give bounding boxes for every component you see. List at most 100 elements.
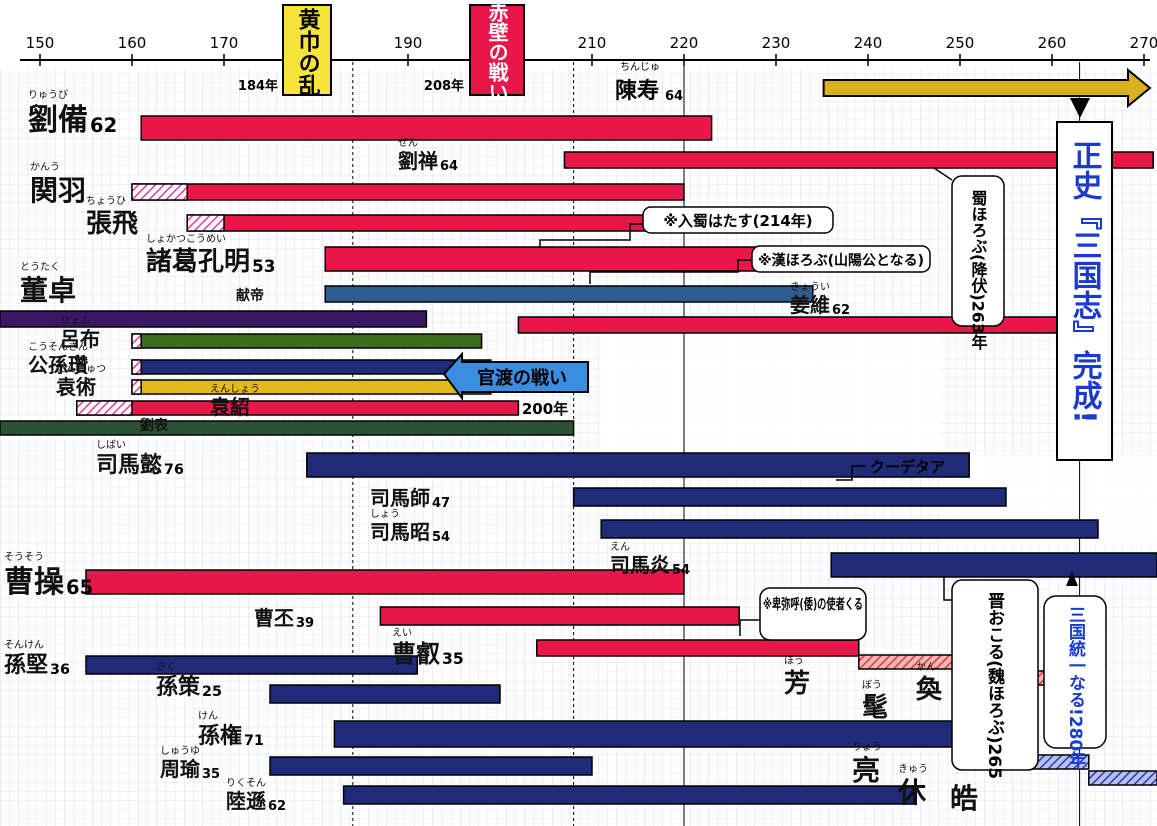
label-caorui: 曹叡 [392,640,440,668]
age-caopi: 39 [296,616,314,631]
age-simayan: 54 [672,563,690,578]
ruby-sunce: さく [156,661,176,673]
label-dongzhuo: 董卓 [20,274,76,307]
age-caorui: 35 [442,650,464,668]
axis-tick-label: 170 [210,34,239,52]
age-zhouyu: 35 [202,767,220,782]
event-yellow-turban: 黄巾の乱 [282,4,332,96]
svg-text:蜀ほろぶ(降伏)263年: 蜀ほろぶ(降伏)263年 [969,190,989,351]
ruby-yuanshu: えんじゅつ [56,363,106,375]
label-caocao: 曹操 [4,565,65,600]
bar-lubu [131,333,483,349]
bar-simazhao [600,519,1099,539]
ruby-caofang: ほう [784,655,804,667]
label-simashi: 司馬師 [370,486,430,510]
label-yuanshao: 袁紹 [209,395,250,419]
event-name-yellow-turban: 黄巾の乱 [295,8,321,96]
bar-simayan [830,552,1157,578]
annotation-shu-in: ※入蜀はたす(214年) [539,206,834,248]
bar-hatch-yuanshao [76,400,133,416]
age-sunce: 25 [202,684,222,700]
bar-sunjian [85,655,418,675]
label-caohuan: 奐 [915,675,943,705]
label-luxun: 陸遜 [226,789,266,813]
chenshou-arrow: 陳寿 64 [615,67,1152,118]
ruby-liubei: りゅうび [28,89,68,101]
label-lubu: 呂布 [60,327,100,351]
label-sunquan: 孫権 [198,723,242,749]
annotation-himiko: ※卑弥呼(倭)の使者くる [739,587,867,641]
sanguozhi-box: 正史『三国志』完成! [1056,121,1113,461]
label-zhuge: 諸葛孔明 [146,246,250,277]
bar-yuanshu [131,379,492,395]
age-zhuge: 53 [252,256,276,276]
bar-zhangfei [186,214,694,232]
age-liushan: 64 [440,159,458,174]
label-sunliang: 亮 [852,754,880,787]
annotation-shu-fall: 蜀ほろぶ(降伏)263年 [933,167,1005,351]
label-liubei: 劉備 [28,103,88,138]
label-simayi: 司馬懿 [96,452,162,478]
axis-tick-label: 270 [1130,34,1157,52]
bar-dongzhuo [0,310,428,328]
bar-hatch-zhangfei [186,214,225,232]
ruby-sunjian: そんけん [4,639,44,651]
label-caopi: 曹丕 [254,606,294,630]
bar-hatch-yuanshu [131,379,142,395]
ruby-lubu: りょふ [60,315,90,327]
label-yuanshu: 袁術 [55,375,96,399]
ruby-simayan: えん [610,541,630,553]
label-sunxiu: 休 [897,776,927,809]
label-simayan: 司馬炎 [610,553,670,577]
sanguozhi-label: 正史『三国志』完成! [1067,140,1103,424]
age-luxun: 62 [268,799,286,814]
svg-text:クーデタア: クーデタア [870,458,945,476]
event-year-184: 184年 [238,78,278,94]
ruby-zhuge: しょかつこうめい [146,233,226,245]
bar-sunhao [1088,770,1157,786]
ruby-caohuan: かん [916,661,936,673]
axis-tick-label: 240 [854,34,883,52]
ruby-chenshou: ちんじゅ [620,61,660,73]
bar-caocao [85,569,685,595]
axis-tick-label: 160 [118,34,147,52]
bar-liubei [140,115,713,141]
age-jiangwei: 62 [832,303,850,318]
ruby-caorui: えい [392,627,412,639]
bar-gongsun [131,359,492,375]
ruby-liushan: ぜん [398,137,418,149]
bar-caopi [379,606,740,626]
bar-hatch-lubu [131,333,142,349]
svg-text:晋おこる(魏ほろぶ)265: 晋おこる(魏ほろぶ)265 [984,592,1006,779]
bar-simashi [572,487,1007,507]
axis-ticks: 1501601701801902002102202302402502602702… [26,34,1157,66]
event-year-208: 208年 [424,78,464,94]
ruby-gongsun: こうそんさん [28,341,88,353]
ruby-zhouyu: しゅうゆ [160,745,200,757]
annotation-han-fall: ※漢ほろぶ(山陽公となる) [589,245,931,284]
event-year-200: 200年 [522,400,568,418]
axis-tick-label: 220 [670,34,699,52]
bar-sunce [269,684,501,704]
event-red-cliffs: 赤壁の戦い [469,1,525,102]
axis-tick-label: 230 [762,34,791,52]
chenshou-name: 陳寿 [615,78,659,104]
ruby-sunliang: りょう [852,741,882,753]
svg-text:三国統一なる!280年: 三国統一なる!280年 [1065,606,1086,769]
annotation-unify: 三国統一なる!280年 [1043,572,1107,769]
event-guandu: 官渡の戦い 200年 [442,351,589,418]
ruby-sunquan: けん [198,710,218,722]
svg-text:※入蜀はたす(214年): ※入蜀はたす(214年) [663,212,812,230]
age-simazhao: 54 [432,530,450,545]
bar-sunquan [333,720,980,748]
ruby-caocao: そうそう [4,551,44,563]
label-caomao: 髦 [862,693,888,723]
label-gongsun: 公孫瓚 [28,353,88,377]
ruby-caomao: ぼう [862,679,882,691]
label-sunhao: 皓 [950,782,978,815]
bar-zhuge [324,246,814,272]
annotation-jin-wei: 晋おこる(魏ほろぶ)265 [943,576,1039,779]
ruby-simayi: しばい [96,439,126,451]
axis-tick-label: 250 [946,34,975,52]
